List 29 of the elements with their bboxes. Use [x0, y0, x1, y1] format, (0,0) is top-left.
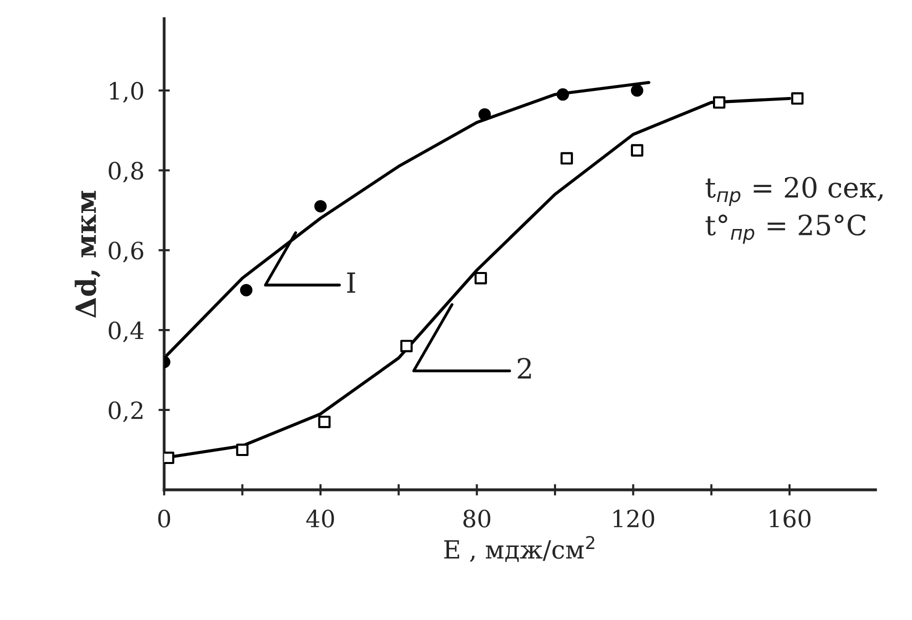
- annotation: I: [347, 272, 356, 293]
- y-tick-label: 0,2: [108, 401, 142, 422]
- point: [318, 416, 331, 428]
- point: [400, 340, 413, 352]
- point: [240, 284, 252, 296]
- x-tick-label: 160: [770, 510, 810, 528]
- y-tick-label: 0,4: [108, 322, 144, 342]
- x-tick-label: 40: [306, 510, 334, 528]
- point: [236, 444, 249, 456]
- annotation: t°$_{пр}$ = 25°C: [706, 214, 866, 244]
- x-tick-label: 120: [614, 510, 654, 528]
- point: [474, 272, 487, 284]
- x-tick-label: 0: [158, 510, 170, 528]
- y-tick-label: 0,8: [108, 162, 144, 183]
- y-axis-title: Δd, мкм: [74, 190, 100, 318]
- point: [556, 88, 570, 101]
- annotation: 2: [518, 358, 531, 379]
- annotation: t$_{пр}$ = 20 сек,: [706, 176, 883, 206]
- point: [791, 92, 804, 105]
- y-tick-label: 1,0: [110, 82, 144, 103]
- point: [560, 152, 573, 165]
- point: [478, 108, 491, 121]
- x-tick-label: 80: [463, 510, 490, 528]
- x-axis-title: E , мдж/см$^{2}$: [444, 536, 594, 562]
- point: [630, 84, 644, 97]
- point: [712, 96, 726, 109]
- point: [314, 200, 327, 212]
- y-tick-label: 0,6: [108, 242, 144, 262]
- point: [630, 144, 644, 157]
